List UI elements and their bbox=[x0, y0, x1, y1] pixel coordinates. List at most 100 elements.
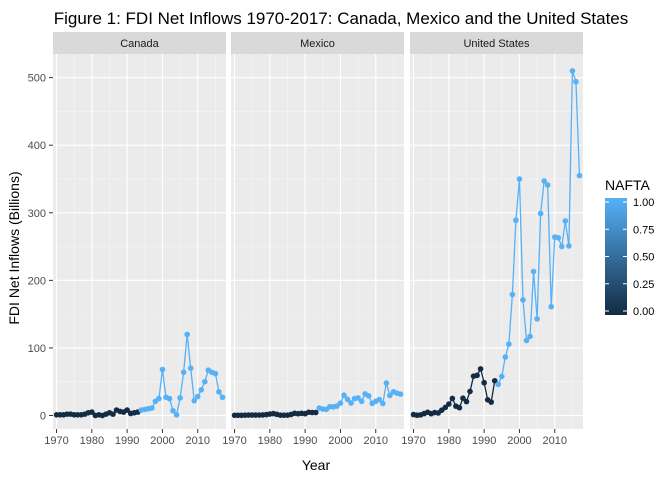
x-tick-label: 1970 bbox=[222, 435, 246, 447]
data-point bbox=[89, 409, 95, 415]
data-point bbox=[562, 218, 569, 224]
y-tick-label: 300 bbox=[28, 208, 46, 220]
series-line-segment bbox=[501, 356, 506, 377]
data-point bbox=[180, 369, 187, 376]
data-point bbox=[463, 398, 470, 405]
chart-title: Figure 1: FDI Net Inflows 1970-2017: Can… bbox=[54, 9, 629, 28]
data-point bbox=[166, 395, 173, 402]
series-line-segment bbox=[214, 373, 220, 392]
legend-tick-label: 0.75 bbox=[633, 224, 654, 236]
data-point bbox=[537, 210, 544, 217]
data-point bbox=[456, 404, 463, 411]
data-point bbox=[569, 68, 576, 74]
data-point bbox=[194, 393, 201, 400]
data-point bbox=[387, 392, 393, 399]
series-line-segment bbox=[575, 81, 581, 176]
data-point bbox=[397, 391, 404, 397]
data-point bbox=[312, 409, 319, 416]
data-point bbox=[527, 333, 533, 340]
data-point bbox=[509, 291, 516, 298]
data-point bbox=[149, 405, 155, 411]
data-point bbox=[198, 387, 205, 393]
x-tick-label: 1990 bbox=[293, 435, 317, 447]
series-line-segment bbox=[186, 334, 192, 369]
y-axis-title: FDI Net Inflows (Billions) bbox=[6, 171, 22, 324]
data-point bbox=[491, 377, 498, 384]
data-point bbox=[184, 331, 190, 338]
series-line-segment bbox=[182, 334, 188, 373]
series-line-segment bbox=[550, 237, 556, 307]
data-point bbox=[156, 395, 162, 402]
series-line-segment bbox=[158, 369, 164, 399]
data-point bbox=[159, 366, 166, 373]
y-tick-label: 500 bbox=[28, 73, 46, 85]
data-point bbox=[523, 337, 530, 344]
series-line-segment bbox=[382, 382, 387, 404]
y-tick-label: 200 bbox=[28, 275, 46, 287]
data-point bbox=[187, 365, 194, 371]
series-line-segment bbox=[490, 380, 496, 403]
facet-panels: 0 100 200 300 400 500 Canada 1970 1980 1990 2000 20… bbox=[28, 32, 583, 447]
data-point bbox=[170, 407, 176, 414]
series-line-segment bbox=[515, 178, 521, 221]
data-point bbox=[173, 412, 180, 418]
facet-strip-label: Canada bbox=[120, 38, 159, 50]
x-tick-label: 1990 bbox=[472, 435, 496, 447]
series-line-segment bbox=[539, 180, 545, 214]
x-tick-label: 1970 bbox=[44, 435, 68, 447]
facet-strip bbox=[410, 32, 583, 54]
legend-title: NAFTA bbox=[605, 177, 651, 193]
data-point bbox=[467, 388, 473, 395]
x-tick-label: 1980 bbox=[80, 435, 104, 447]
data-point bbox=[520, 297, 526, 303]
data-point bbox=[355, 395, 361, 401]
data-point bbox=[541, 178, 547, 184]
data-point bbox=[516, 176, 523, 182]
series-line-segment bbox=[547, 185, 552, 307]
legend-ticks: 1.00 0.75 0.50 0.25 0.00 bbox=[605, 197, 654, 318]
data-point bbox=[477, 366, 484, 372]
legend-tick-label: 0.25 bbox=[633, 279, 654, 291]
series-line-segment bbox=[568, 70, 574, 246]
series-line-segment bbox=[518, 178, 524, 300]
data-point bbox=[530, 268, 537, 275]
series-line-segment bbox=[179, 372, 185, 399]
data-point bbox=[460, 395, 466, 401]
data-point bbox=[555, 234, 562, 241]
x-tick-label: 2000 bbox=[507, 435, 531, 447]
x-tick-label: 2000 bbox=[150, 435, 174, 447]
x-tick-label: 2010 bbox=[364, 435, 388, 447]
facet-strip bbox=[231, 32, 404, 54]
x-tick-label: 1970 bbox=[401, 435, 425, 447]
facet-strip bbox=[53, 32, 226, 54]
series-line-segment bbox=[529, 271, 535, 337]
facet-panel-canada: Canada 1970 1980 1990 2000 2010 bbox=[44, 32, 226, 447]
nafta-legend: NAFTA 1.00 0.75 0.50 0.25 0.00 bbox=[605, 177, 654, 318]
series-line-segment bbox=[508, 294, 514, 345]
x-tick-label: 1990 bbox=[115, 435, 139, 447]
data-point bbox=[191, 397, 198, 404]
data-point bbox=[344, 396, 351, 403]
data-point bbox=[534, 316, 540, 322]
data-point bbox=[216, 389, 222, 395]
facet-panel-mexico: Mexico 1970 1980 1990 2000 2010 bbox=[222, 32, 404, 447]
data-point bbox=[219, 394, 226, 401]
facet-panel-united-states: United States 1970 1980 1990 2000 2010 bbox=[401, 32, 583, 447]
series-line-segment bbox=[536, 213, 542, 319]
data-point bbox=[365, 393, 372, 399]
data-point bbox=[506, 341, 512, 347]
data-point bbox=[566, 243, 572, 249]
facet-strip-label: Mexico bbox=[300, 38, 335, 50]
panel-background bbox=[410, 54, 583, 429]
x-axis-title: Year bbox=[302, 457, 331, 473]
data-point bbox=[449, 395, 456, 402]
data-point bbox=[495, 381, 502, 388]
data-point bbox=[573, 78, 579, 85]
series-line-segment bbox=[511, 220, 517, 295]
legend-colorbar bbox=[605, 198, 627, 315]
panel-background bbox=[231, 54, 404, 429]
data-point bbox=[513, 217, 519, 224]
series-line-segment bbox=[190, 368, 195, 401]
x-tick-label: 1980 bbox=[258, 435, 282, 447]
